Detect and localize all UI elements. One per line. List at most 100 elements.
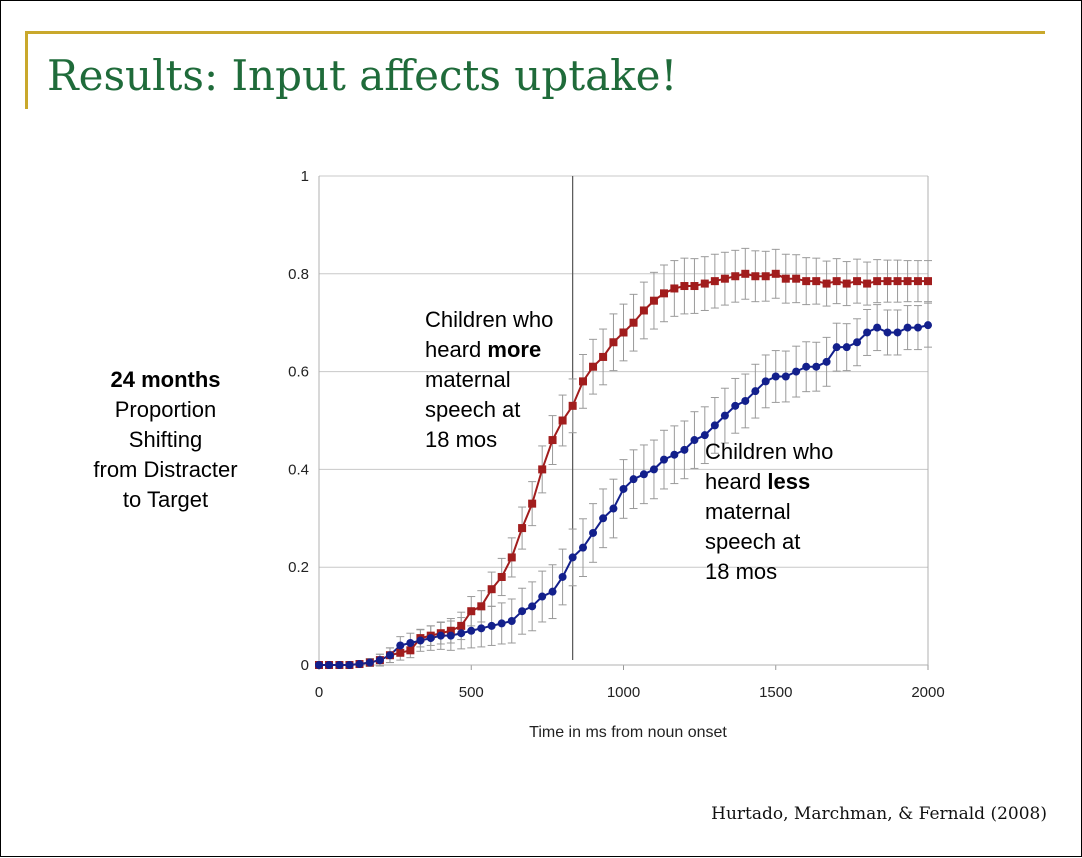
data-point-more xyxy=(771,269,780,278)
chart-axes xyxy=(318,176,929,670)
data-point-less xyxy=(325,661,334,669)
y-tick-label: 1 xyxy=(301,168,309,185)
data-point-less xyxy=(619,484,628,493)
chart-grid xyxy=(319,175,928,666)
x-tick-label: 0 xyxy=(315,684,323,701)
data-point-more xyxy=(853,277,862,286)
data-point-more xyxy=(619,328,628,337)
data-point-less xyxy=(538,592,547,601)
data-point-more xyxy=(720,274,729,283)
data-point-less xyxy=(457,629,466,638)
data-point-less xyxy=(487,621,496,630)
data-point-less xyxy=(873,323,882,332)
data-point-less xyxy=(315,661,323,669)
data-point-less xyxy=(741,396,750,405)
data-point-less xyxy=(396,641,405,650)
data-point-more xyxy=(700,279,709,288)
data-point-less xyxy=(528,602,537,611)
x-axis-label: Time in ms from noun onset xyxy=(529,724,727,741)
data-point-more xyxy=(487,585,496,594)
side-label-line5: to Target xyxy=(122,487,209,512)
data-point-more xyxy=(446,626,455,635)
x-tick-label: 500 xyxy=(459,684,484,701)
data-point-less xyxy=(883,328,892,337)
data-point-less xyxy=(579,543,588,552)
data-point-less xyxy=(924,321,932,330)
data-point-more xyxy=(477,602,486,611)
y-tick-label: 0.4 xyxy=(288,461,309,478)
data-point-more xyxy=(680,282,689,291)
data-point-less xyxy=(670,450,679,459)
data-point-less xyxy=(853,338,862,347)
data-point-less xyxy=(436,631,445,640)
data-point-more xyxy=(863,279,872,288)
data-point-less xyxy=(609,504,618,513)
data-point-more xyxy=(599,352,608,361)
data-point-less xyxy=(710,421,719,430)
data-point-more xyxy=(883,277,892,286)
slide-title: Results: Input affects uptake! xyxy=(47,51,678,100)
data-point-more xyxy=(751,272,760,281)
annotation-less-heard: heard xyxy=(705,469,768,494)
data-point-less xyxy=(903,323,912,332)
data-point-less xyxy=(731,401,740,410)
data-point-less xyxy=(913,323,922,332)
data-point-more xyxy=(670,284,679,293)
data-point-less xyxy=(467,626,476,635)
data-point-less xyxy=(690,436,699,445)
data-point-more xyxy=(518,524,527,533)
annotation-more-emphasis: more xyxy=(487,337,542,362)
side-label-line4: from Distracter xyxy=(93,457,238,482)
data-point-less xyxy=(802,362,811,371)
data-point-less xyxy=(365,658,374,667)
data-point-less xyxy=(446,631,455,640)
data-point-more xyxy=(710,277,719,286)
chart-tick-labels: 0 0.2 0.4 0.6 0.8 1 0 500 1000 1500 2000 xyxy=(288,168,945,701)
y-tick-label: 0.6 xyxy=(288,364,309,381)
data-point-less xyxy=(599,514,608,523)
x-tick-label: 2000 xyxy=(911,684,944,701)
data-point-more xyxy=(741,269,750,278)
chart-marks xyxy=(315,269,932,669)
data-point-less xyxy=(761,377,770,386)
data-point-more xyxy=(497,572,506,581)
data-point-more xyxy=(629,318,638,327)
annotation-less-line3: maternal xyxy=(705,499,791,524)
annotation-less-line4: speech at xyxy=(705,529,801,554)
data-point-more xyxy=(548,436,557,445)
data-point-less xyxy=(558,572,567,581)
data-point-more xyxy=(579,377,588,386)
citation: Hurtado, Marchman, & Fernald (2008) xyxy=(711,804,1047,824)
annotation-more-line2: heard more xyxy=(425,335,553,365)
data-point-less xyxy=(680,445,689,454)
data-point-less xyxy=(355,660,364,669)
annotation-less-line5: 18 mos xyxy=(705,559,778,584)
data-point-more xyxy=(639,306,648,315)
data-point-more xyxy=(690,282,699,291)
data-point-more xyxy=(396,648,405,657)
data-point-more xyxy=(659,289,668,298)
data-point-less xyxy=(781,372,790,381)
data-point-less xyxy=(589,528,598,537)
data-point-more xyxy=(781,274,790,283)
data-point-more xyxy=(568,401,577,410)
data-point-less xyxy=(751,387,760,396)
annotation-more-line4: speech at xyxy=(425,397,521,422)
annotation-more-heard: heard xyxy=(425,337,488,362)
annotation-less-emphasis: less xyxy=(767,469,811,494)
side-label-line3: Shifting xyxy=(128,427,203,452)
y-tick-label: 0.2 xyxy=(288,559,309,576)
data-point-more xyxy=(822,279,831,288)
title-rule-top xyxy=(25,31,1045,34)
data-point-more xyxy=(589,362,598,371)
data-point-more xyxy=(761,272,770,281)
annotation-more-line1: Children who xyxy=(425,307,554,332)
data-point-less xyxy=(792,367,801,376)
data-point-less xyxy=(375,656,384,665)
data-point-less xyxy=(548,587,557,596)
y-tick-label: 0.8 xyxy=(288,266,309,283)
data-point-more xyxy=(893,277,902,286)
data-point-more xyxy=(731,272,740,281)
data-point-more xyxy=(832,277,841,286)
